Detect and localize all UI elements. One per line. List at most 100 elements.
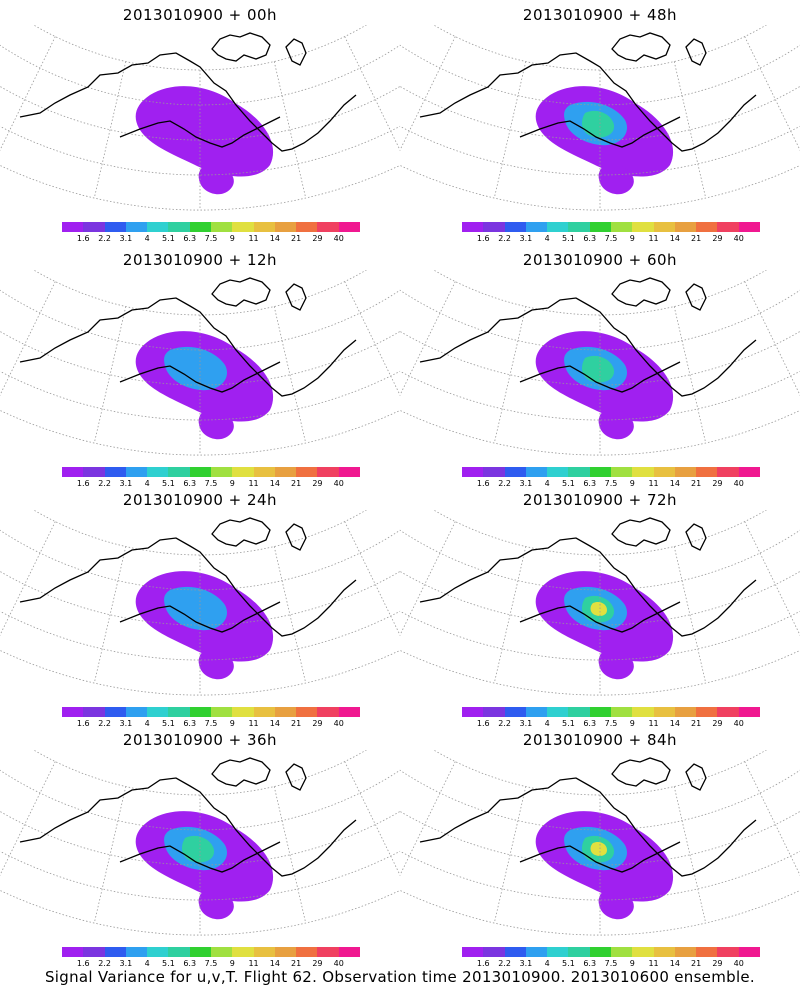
meridian-line — [673, 546, 707, 684]
meridian-line — [344, 761, 400, 876]
colorbar-tick-label: 6.3 — [583, 719, 597, 728]
map-panel: 2013010900 + 72h 1.6 2.2 3.1 4 5.1 6.3 7.5 9 11 14… — [400, 485, 800, 730]
colorbar-swatch — [674, 222, 697, 232]
colorbar-swatch — [547, 467, 569, 477]
colorbar-ticks: 1.6 2.2 3.1 4 5.1 6.3 7.5 9 11 14 21 29 40 — [462, 719, 760, 729]
figure-caption: Signal Variance for u,v,T. Flight 62. Ob… — [44, 968, 756, 986]
meridian-line — [273, 786, 307, 924]
coastline — [211, 32, 271, 62]
variance-region — [598, 649, 634, 680]
variance-region — [598, 889, 634, 920]
meridian-line — [273, 546, 307, 684]
colorbar-swatch — [104, 222, 126, 232]
coastline — [419, 52, 757, 152]
map-panel: 2013010900 + 48h 1.6 2.2 3.1 4 5.1 6.3 7.5 9 11 14… — [400, 0, 800, 245]
colorbar-swatch — [317, 947, 339, 957]
colorbar-tick-label: 9 — [229, 479, 235, 488]
coastline — [19, 537, 357, 637]
colorbar-swatch — [653, 947, 675, 957]
colorbar-swatch — [632, 707, 654, 717]
colorbar-tick-label: 1.6 — [76, 479, 90, 488]
colorbar-swatch — [83, 467, 105, 477]
variance-region — [181, 835, 215, 863]
colorbar-tick-label: 21 — [291, 234, 302, 243]
meridian-line — [493, 786, 527, 924]
colorbar-tick-label: 4 — [544, 719, 550, 728]
colorbar-tick-label: 11 — [248, 959, 259, 968]
colorbar-tick-label: 2.2 — [498, 479, 511, 488]
colorbar-ticks: 1.6 2.2 3.1 4 5.1 6.3 7.5 9 11 14 21 29 40 — [462, 234, 760, 244]
colorbar-tick-label: 14 — [269, 959, 280, 968]
colorbar — [462, 707, 760, 717]
colorbar-tick-label: 21 — [691, 959, 702, 968]
colorbar-tick-label: 1.6 — [76, 234, 90, 243]
meridian-line — [493, 306, 527, 444]
colorbar-tick-label: 6.3 — [183, 234, 197, 243]
colorbar-swatch — [738, 707, 760, 717]
colorbar-tick-label: 7.5 — [204, 719, 218, 728]
colorbar-tick-label: 7.5 — [604, 479, 618, 488]
colorbar-swatch — [674, 467, 697, 477]
variance-region — [198, 889, 234, 920]
colorbar-swatch — [62, 222, 84, 232]
colorbar — [62, 467, 360, 477]
meridian-line — [400, 521, 456, 636]
colorbar-tick-label: 14 — [669, 234, 680, 243]
colorbar-swatch — [483, 707, 505, 717]
colorbar-tick-label: 40 — [733, 234, 744, 243]
meridian-line — [344, 281, 400, 396]
polar-map — [0, 25, 400, 211]
colorbar-tick-label: 11 — [648, 959, 659, 968]
colorbar-swatch — [504, 707, 526, 717]
colorbar-tick-label: 6.3 — [183, 479, 197, 488]
meridian-line — [0, 36, 56, 151]
colorbar — [462, 222, 760, 232]
colorbar-swatch — [274, 707, 297, 717]
colorbar-tick-label: 21 — [691, 234, 702, 243]
colorbar-ticks: 1.6 2.2 3.1 4 5.1 6.3 7.5 9 11 14 21 29 40 — [62, 479, 360, 489]
colorbar-swatch — [696, 467, 718, 477]
colorbar-tick-label: 21 — [691, 479, 702, 488]
colorbar-tick-label: 21 — [291, 959, 302, 968]
colorbar-tick-label: 3.1 — [519, 719, 533, 728]
coastline — [285, 38, 307, 66]
colorbar-tick-label: 7.5 — [604, 959, 618, 968]
colorbar-tick-label: 40 — [333, 234, 344, 243]
colorbar-swatch — [104, 707, 126, 717]
latitude-line — [33, 510, 367, 556]
colorbar-tick-label: 5.1 — [162, 234, 175, 243]
panel-title: 2013010900 + 60h — [522, 251, 678, 269]
colorbar-tick-label: 3.1 — [519, 959, 533, 968]
colorbar-tick-label: 6.3 — [183, 719, 197, 728]
meridian-line — [744, 281, 800, 396]
colorbar-tick-label: 2.2 — [98, 719, 111, 728]
colorbar-swatch — [253, 947, 275, 957]
colorbar-swatch — [104, 467, 126, 477]
latitude-line — [33, 270, 367, 316]
colorbar-swatch — [147, 707, 169, 717]
panel-title: 2013010900 + 12h — [122, 251, 278, 269]
colorbar-swatch — [483, 467, 505, 477]
meridian-line — [273, 306, 307, 444]
colorbar-swatch — [210, 222, 233, 232]
panel-title: 2013010900 + 72h — [522, 491, 678, 509]
colorbar-swatch — [547, 947, 569, 957]
polar-map — [400, 25, 800, 211]
colorbar-tick-label: 1.6 — [476, 719, 490, 728]
colorbar-tick-label: 40 — [333, 719, 344, 728]
colorbar-swatch — [568, 707, 590, 717]
colorbar-swatch — [210, 947, 233, 957]
colorbar-swatch — [589, 707, 611, 717]
variance-region — [198, 409, 234, 440]
colorbar-swatch — [525, 947, 548, 957]
colorbar-swatch — [189, 467, 211, 477]
colorbar-swatch — [317, 707, 339, 717]
coastline — [519, 841, 681, 873]
colorbar-swatch — [462, 707, 484, 717]
colorbar-swatch — [653, 707, 675, 717]
coastline — [119, 361, 281, 393]
colorbar-tick-label: 40 — [333, 479, 344, 488]
colorbar-swatch — [632, 222, 654, 232]
meridian-line — [744, 761, 800, 876]
colorbar-ticks: 1.6 2.2 3.1 4 5.1 6.3 7.5 9 11 14 21 29 40 — [62, 959, 360, 969]
